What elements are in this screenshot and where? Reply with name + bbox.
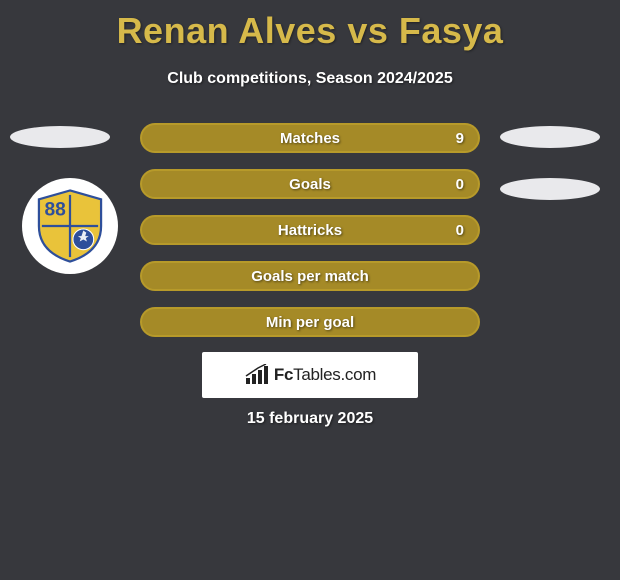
bar-goals-per-match: Goals per match [140,261,480,291]
date-label: 15 february 2025 [0,410,620,428]
bar-label: Goals per match [251,268,369,285]
bar-goals: Goals 0 [140,169,480,199]
bar-value: 0 [456,176,464,193]
bar-value: 9 [456,130,464,147]
badge-number: 88 [44,200,66,221]
stat-bars: Matches 9 Goals 0 Hattricks 0 Goals per … [140,123,480,353]
player-right-avatar-placeholder-2 [500,178,600,200]
player-left-avatar-placeholder [10,126,110,148]
page-title: Renan Alves vs Fasya [0,0,620,52]
bar-value: 0 [456,222,464,239]
bar-matches: Matches 9 [140,123,480,153]
player-right-avatar-placeholder [500,126,600,148]
subtitle: Club competitions, Season 2024/2025 [0,70,620,88]
bar-label: Goals [289,176,331,193]
club-badge-icon: 88 [33,189,107,263]
bar-label: Hattricks [278,222,342,239]
bar-label: Matches [280,130,340,147]
club-badge: 88 [22,178,118,274]
brand-text: FcTables.com [274,365,376,385]
brand-badge[interactable]: FcTables.com [202,352,418,398]
bar-label: Min per goal [266,314,354,331]
bar-chart-icon [244,364,270,386]
bar-hattricks: Hattricks 0 [140,215,480,245]
bar-min-per-goal: Min per goal [140,307,480,337]
